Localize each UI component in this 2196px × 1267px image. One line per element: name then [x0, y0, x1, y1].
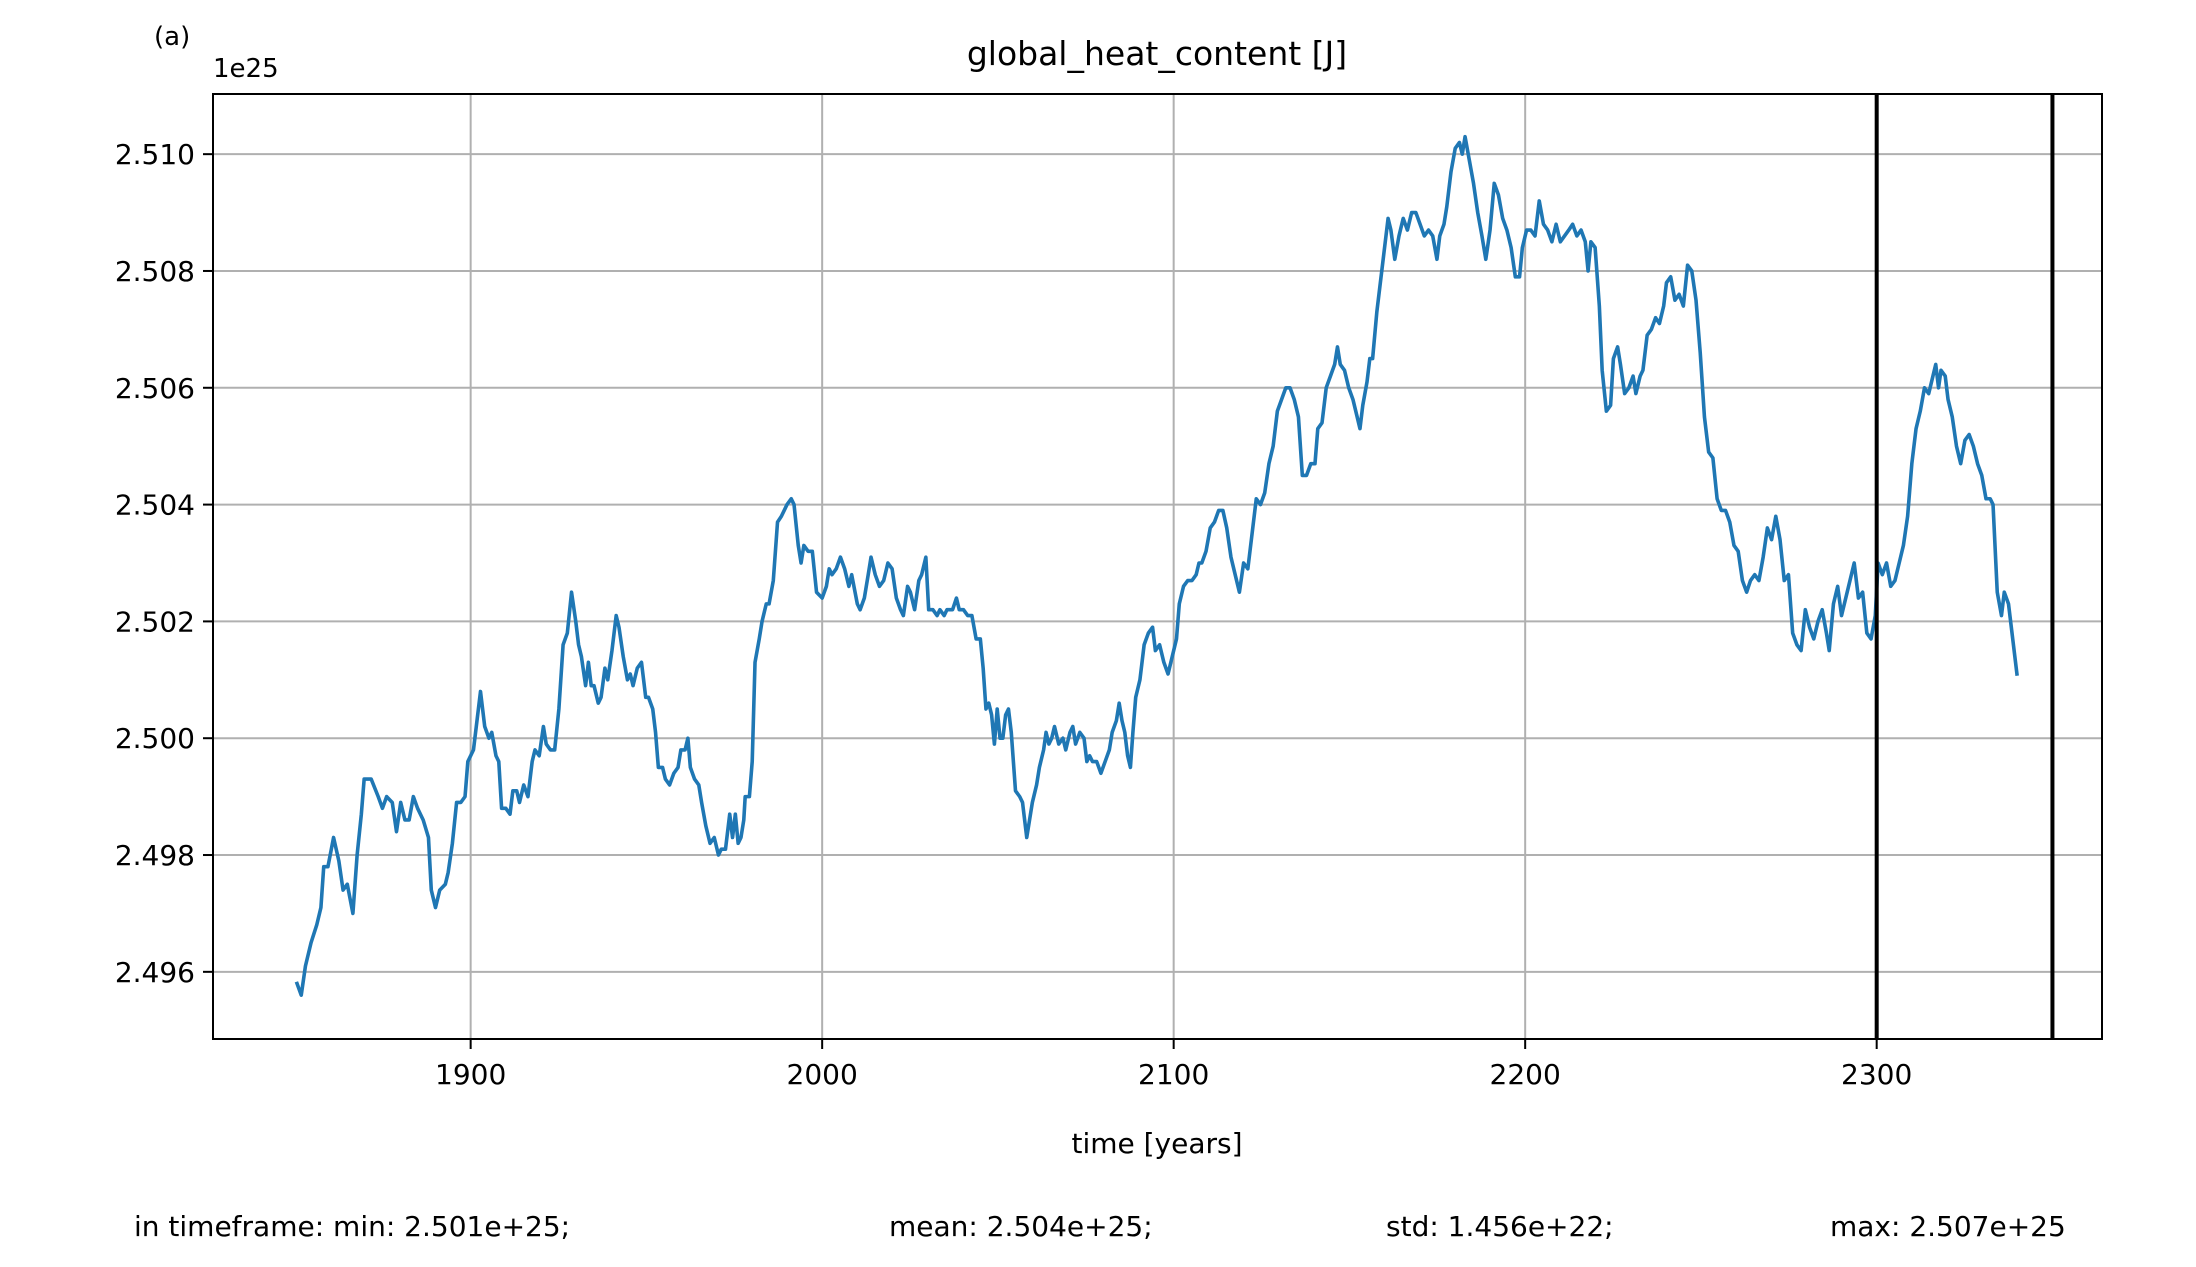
footer-stat: std: 1.456e+22; [1386, 1210, 1614, 1243]
plot-frame [212, 93, 2103, 1040]
x-axis-label: time [years] [1071, 1127, 1242, 1160]
x-tick-label: 2100 [1138, 1058, 1209, 1091]
y-tick-label: 2.504 [115, 489, 195, 522]
chart-title: global_heat_content [J] [967, 34, 1347, 73]
y-tick-label: 2.506 [115, 372, 195, 405]
footer-stat: mean: 2.504e+25; [889, 1210, 1153, 1243]
panel-label: (a) [154, 22, 190, 52]
footer-stat: max: 2.507e+25 [1830, 1210, 2066, 1243]
y-tick-label: 2.510 [115, 138, 195, 171]
x-tick-label: 2000 [787, 1058, 858, 1091]
x-tick-label: 2200 [1490, 1058, 1561, 1091]
y-tick-label: 2.498 [115, 839, 195, 872]
y-tick-label: 2.508 [115, 255, 195, 288]
y-tick-label: 2.496 [115, 956, 195, 989]
y-tick-label: 2.500 [115, 722, 195, 755]
offset-label: 1e25 [213, 54, 279, 84]
footer-stat: in timeframe: min: 2.501e+25; [134, 1210, 570, 1243]
x-tick-label: 2300 [1841, 1058, 1912, 1091]
data-line [294, 134, 2019, 997]
y-tick-label: 2.502 [115, 605, 195, 638]
x-tick-label: 1900 [435, 1058, 506, 1091]
